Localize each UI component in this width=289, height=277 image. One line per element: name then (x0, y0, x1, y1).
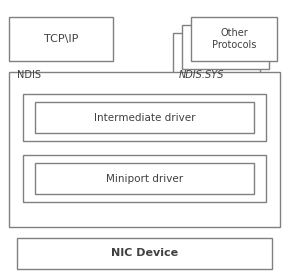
Text: NDIS.SYS: NDIS.SYS (179, 70, 225, 80)
Text: Miniport driver: Miniport driver (106, 174, 183, 184)
Bar (35, 102, 254, 133)
Bar (17, 238, 272, 269)
Bar (9, 17, 113, 61)
Text: Intermediate driver: Intermediate driver (94, 113, 195, 123)
Bar (35, 163, 254, 194)
Bar (9, 72, 280, 227)
Bar (191, 17, 277, 61)
Bar (23, 155, 266, 202)
Bar (23, 94, 266, 141)
Text: TCP\IP: TCP\IP (44, 34, 78, 44)
Bar (173, 33, 260, 78)
Text: Other
Protocols: Other Protocols (212, 28, 256, 50)
Text: NDIS: NDIS (17, 70, 41, 80)
Bar (182, 25, 269, 69)
Text: NIC Device: NIC Device (111, 248, 178, 258)
